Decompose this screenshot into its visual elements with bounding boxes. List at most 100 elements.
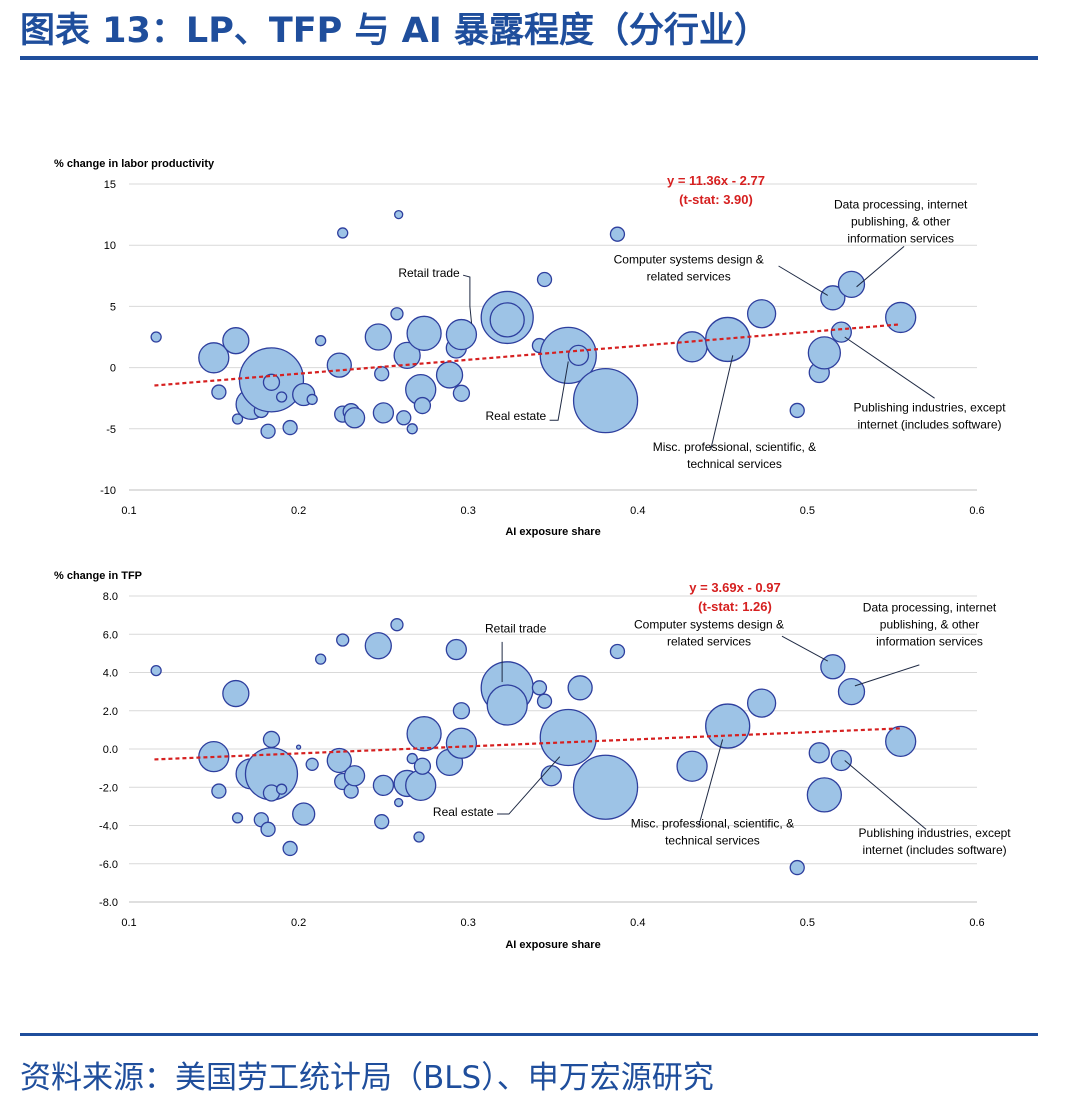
data-point-bubble xyxy=(262,730,281,749)
data-point-bubble xyxy=(406,752,418,765)
data-point-bubble xyxy=(789,859,805,876)
annotation-label: related services xyxy=(647,270,731,284)
data-point-bubble xyxy=(807,336,842,370)
y-tick-label: 5 xyxy=(110,301,116,313)
x-tick-label: 0.6 xyxy=(969,917,984,929)
data-point-bubble xyxy=(536,271,553,288)
annotation-leader-line xyxy=(698,739,724,826)
y-tick-label: 4.0 xyxy=(103,668,118,680)
data-point-bubble xyxy=(435,361,464,389)
data-point-bubble xyxy=(820,285,846,311)
x-tick-label: 0.2 xyxy=(291,505,306,517)
regression-t-stat: (t-stat: 3.90) xyxy=(679,192,753,207)
data-point-bubble xyxy=(262,373,281,391)
y-tick-label: 15 xyxy=(104,179,116,191)
annotation-label: Computer systems design & xyxy=(634,618,784,632)
data-point-bubble xyxy=(536,693,553,709)
data-point-bubble xyxy=(343,407,366,429)
regression-equation: y = 3.69x - 0.97 xyxy=(689,580,780,595)
annotation-leader-line xyxy=(462,274,473,324)
annotation-leader-line xyxy=(856,246,905,288)
x-tick-label: 0.4 xyxy=(630,505,645,517)
annotation-leader-line xyxy=(778,265,829,296)
y-axis-title: % change in TFP xyxy=(54,570,142,582)
data-point-bubble xyxy=(676,750,708,782)
data-point-bubble xyxy=(198,342,230,374)
data-point-bubble xyxy=(295,744,302,750)
data-point-bubble xyxy=(609,643,626,660)
x-axis-title: AI exposure share xyxy=(505,526,600,538)
data-point-bubble xyxy=(396,410,412,426)
data-point-bubble xyxy=(374,366,390,382)
data-point-bubble xyxy=(390,307,404,321)
data-point-bubble xyxy=(837,270,866,299)
data-point-bubble xyxy=(275,391,288,403)
title-divider xyxy=(20,56,1038,60)
y-tick-label: -8.0 xyxy=(99,897,118,909)
annotation-label: information services xyxy=(847,231,954,245)
tfp-scatter-chart: 8.0 6.0 4.0 2.0 0.0 -2.0 -4.0 -6.0 -8.00.1 0.2 0.3… xyxy=(54,570,1012,951)
data-point-bubble xyxy=(222,679,250,708)
data-point-bubble xyxy=(539,708,597,767)
data-point-bubble xyxy=(372,774,395,796)
y-tick-label: 10 xyxy=(104,240,116,252)
annotation-label: Real estate xyxy=(433,805,494,819)
data-point-bubble xyxy=(406,423,418,435)
annotation-leader-line xyxy=(497,756,561,815)
data-point-bubble xyxy=(336,633,350,647)
data-point-bubble xyxy=(282,840,298,857)
data-point-bubble xyxy=(489,302,525,338)
y-tick-label: 2.0 xyxy=(103,706,118,718)
page-title: 图表 13：LP、TFP 与 AI 暴露程度（分行业） xyxy=(20,11,769,51)
data-point-bubble xyxy=(808,742,830,764)
data-point-bubble xyxy=(830,749,852,772)
annotation-label: technical services xyxy=(665,833,760,847)
annotation-leader-line xyxy=(710,355,734,450)
data-point-bubble xyxy=(567,675,593,701)
annotation-label: Misc. professional, scientific, & xyxy=(653,440,816,454)
annotation-label: internet (includes software) xyxy=(863,843,1007,857)
data-point-bubble xyxy=(531,680,548,696)
data-point-bubble xyxy=(211,783,227,799)
data-point-bubble xyxy=(567,344,590,367)
data-point-bubble xyxy=(746,688,777,718)
data-point-bubble xyxy=(445,318,478,351)
data-point-bubble xyxy=(885,725,917,758)
y-tick-label: 8.0 xyxy=(103,591,118,603)
data-point-bubble xyxy=(390,618,404,632)
data-point-bubble xyxy=(394,797,404,808)
data-point-bubble xyxy=(364,632,392,660)
annotation-label: Retail trade xyxy=(485,621,547,635)
data-point-bubble xyxy=(405,769,437,801)
y-tick-label: -10 xyxy=(100,485,116,497)
data-point-bubble xyxy=(343,765,366,787)
data-point-bubble xyxy=(486,684,528,726)
annotation-leader-line xyxy=(844,760,927,830)
data-point-bubble xyxy=(260,423,276,439)
y-tick-label: -5 xyxy=(106,424,116,436)
data-point-bubble xyxy=(406,315,442,351)
annotation-label: internet (includes software) xyxy=(857,418,1001,432)
x-axis-title: AI exposure share xyxy=(505,939,600,951)
y-tick-label: 6.0 xyxy=(103,629,118,641)
data-point-bubble xyxy=(326,747,352,774)
y-tick-label: -4.0 xyxy=(99,821,118,833)
data-point-bubble xyxy=(572,367,639,434)
labor-productivity-scatter-chart: 15 10 5 0 -5 -10 0.1 0.2 0.3 0.4 0.5 0.6 % change in… xyxy=(54,158,1006,538)
data-point-bubble xyxy=(282,419,298,436)
data-point-bubble xyxy=(830,321,852,343)
data-point-bubble xyxy=(292,802,316,826)
data-point-bubble xyxy=(364,323,392,351)
data-point-bubble xyxy=(572,754,639,820)
y-tick-label: 0.0 xyxy=(103,744,118,756)
x-tick-label: 0.5 xyxy=(800,505,815,517)
data-point-bubble xyxy=(231,413,244,425)
annotation-label: Publishing industries, except xyxy=(853,401,1006,415)
data-point-bubble xyxy=(452,384,471,402)
data-point-bubble xyxy=(275,783,288,795)
data-point-bubble xyxy=(393,341,421,370)
data-point-bubble xyxy=(609,226,626,242)
data-point-bubble xyxy=(150,664,162,677)
annotation-label: technical services xyxy=(687,457,782,471)
annotation-label: Publishing industries, except xyxy=(859,826,1012,840)
